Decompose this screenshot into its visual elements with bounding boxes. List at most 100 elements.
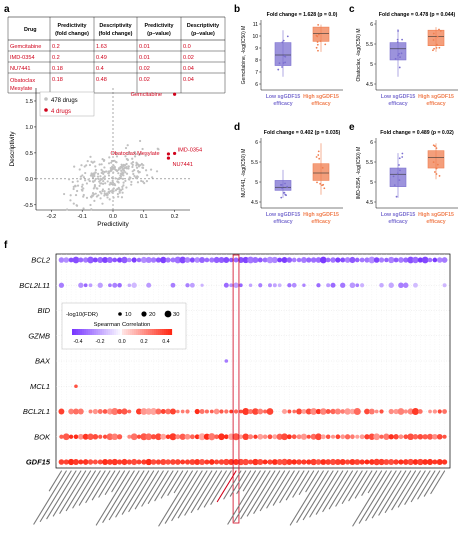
boxplot-point-high (433, 171, 436, 173)
table-value-cell: 1.63 (96, 44, 107, 50)
bubble-marker (108, 283, 112, 288)
boxplot-box-high (427, 150, 445, 169)
table-value-cell: 0.02 (183, 55, 194, 61)
grey-drug-point (117, 172, 120, 175)
drug-label-text (423, 470, 441, 497)
bubble-marker (203, 433, 211, 440)
drug-label-text (177, 470, 208, 519)
drug-label-text (134, 470, 159, 510)
grey-drug-point (131, 163, 134, 166)
bubble-marker (248, 434, 254, 440)
bubble-marker (248, 283, 253, 288)
boxplot-point-high (317, 33, 320, 36)
bubble-marker (174, 459, 181, 465)
bubble-marker (121, 408, 128, 415)
bubble-marker (325, 434, 331, 440)
bubble-marker (116, 408, 123, 415)
drug-label-text (147, 470, 169, 504)
bubble-marker (160, 408, 166, 415)
boxplot-point-low (285, 194, 287, 197)
drug-label-text (223, 470, 242, 500)
boxplot-point-low (398, 179, 401, 182)
grey-drug-point (121, 168, 124, 171)
bubble-marker (238, 434, 244, 439)
table-drug-cell: NU7441 (10, 66, 31, 72)
grey-drug-point (97, 194, 100, 197)
bubble-marker (165, 257, 171, 263)
drug-label-text (98, 470, 116, 498)
boxplot-point-high (316, 181, 318, 184)
bubble-marker (325, 257, 331, 263)
colorbar-segment (156, 329, 159, 335)
legend-grey-marker (44, 97, 48, 101)
bubble-marker (350, 434, 355, 440)
grey-drug-point (117, 195, 120, 198)
boxplot-point-high (317, 49, 319, 52)
bubble-marker (326, 283, 331, 288)
bubble-marker (146, 282, 152, 288)
bubble-marker (339, 458, 346, 466)
drug-label-text (154, 470, 174, 502)
grey-drug-point (69, 194, 72, 197)
grey-drug-point (93, 179, 96, 182)
bubble-marker (73, 434, 79, 440)
colorbar-segment (88, 329, 91, 335)
bubble-marker (330, 257, 336, 263)
drug-label-text (48, 470, 62, 492)
bubble-marker (398, 434, 404, 440)
bubble-marker (330, 408, 336, 415)
red-drug-point (173, 92, 177, 96)
boxplot-point-low (280, 196, 283, 199)
bubble-marker (160, 458, 167, 466)
boxplot-point-low (399, 169, 401, 172)
drug-label-text (242, 470, 256, 492)
grey-drug-point (82, 176, 86, 179)
boxplot-y-label: Obatoclax, -log(IC50) M (356, 28, 362, 81)
grey-drug-point (128, 178, 131, 181)
colorbar-tick-label: 0.0 (118, 339, 125, 345)
bubble-marker (106, 408, 114, 415)
bubble-marker (155, 408, 162, 415)
bubble-marker (257, 408, 264, 415)
bubble-marker (407, 256, 414, 264)
bubble-marker (276, 458, 283, 466)
grey-drug-point (67, 178, 71, 181)
colorbar-segment (82, 329, 85, 335)
grey-drug-point (119, 175, 123, 178)
boxplot-point-high (438, 175, 441, 177)
bubble-marker (378, 458, 385, 466)
bubble-marker (102, 458, 109, 466)
grey-drug-point (90, 208, 93, 211)
bubble-marker (379, 434, 384, 439)
boxplot-point-low (281, 187, 284, 190)
bubble-marker (349, 458, 356, 466)
bubble-marker (403, 282, 409, 288)
bubble-marker (98, 434, 103, 439)
drug-label-text (348, 470, 368, 502)
grey-drug-point (113, 159, 116, 162)
bubble-marker (106, 433, 114, 441)
bubble-marker (384, 257, 389, 263)
grey-drug-point (100, 163, 103, 166)
bubble-marker (403, 409, 408, 414)
bubble-marker (170, 282, 176, 288)
bubble-marker (257, 458, 264, 466)
boxplot-point-high (317, 150, 320, 153)
boxplot-group-label-high: High sgGDF15 (418, 212, 454, 218)
colorbar-tick-label: 0.2 (140, 339, 147, 345)
bubble-marker (228, 257, 234, 263)
bubble-marker (204, 257, 210, 263)
bubble-marker (413, 282, 418, 288)
bubble-marker (200, 283, 204, 287)
bubble-marker (223, 458, 230, 466)
bubble-marker (281, 433, 288, 441)
bubble-marker (378, 257, 385, 263)
grey-drug-point (120, 166, 123, 169)
boxplot-point-high (318, 157, 321, 160)
grey-drug-point (115, 152, 118, 155)
colorbar-segment (92, 329, 95, 335)
size-legend-label: 30 (173, 312, 179, 318)
bubble-marker (301, 459, 307, 465)
colorbar-segment (122, 329, 125, 335)
grey-drug-point (82, 187, 85, 190)
